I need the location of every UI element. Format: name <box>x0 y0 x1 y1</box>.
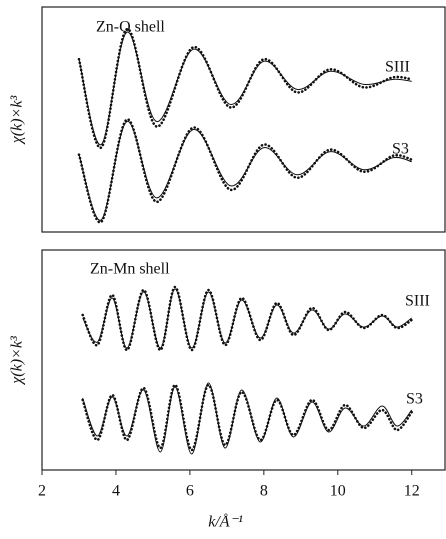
series-label: SIII <box>405 293 430 310</box>
data-line <box>77 27 414 149</box>
data-line <box>81 383 414 452</box>
data-line <box>81 285 414 352</box>
y-axis-label: χ(k)×k³ <box>9 96 26 146</box>
panel-frame <box>41 249 446 471</box>
x-axis-label: k/Å⁻¹ <box>208 513 243 531</box>
x-tick-label: 10 <box>330 483 346 500</box>
data-line <box>77 118 414 224</box>
x-tick-label: 2 <box>38 483 46 500</box>
series-label: SIII <box>385 59 410 76</box>
series-label: S3 <box>392 141 409 158</box>
x-tick-label: 4 <box>112 483 120 500</box>
fit-line <box>82 382 413 455</box>
panel-frame <box>41 6 446 233</box>
x-tick-label: 6 <box>186 483 194 500</box>
panel-title: Zn-Mn shell <box>90 261 170 278</box>
series-label: S3 <box>406 391 423 408</box>
panel-title: Zn-O shell <box>96 19 165 36</box>
y-axis-label: χ(k)×k³ <box>9 336 26 386</box>
fit-line <box>78 31 412 146</box>
x-tick-label: 12 <box>404 483 420 500</box>
x-tick-label: 8 <box>260 483 268 500</box>
fit-line <box>82 288 413 349</box>
